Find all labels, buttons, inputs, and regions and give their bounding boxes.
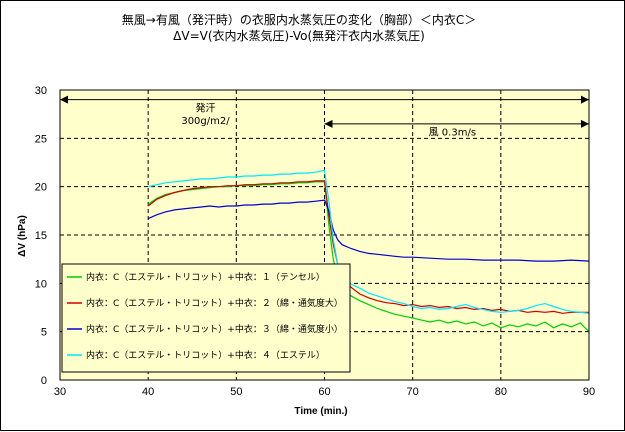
tick-labels: 30 40 50 60 70 80 90 0 5 10 15 20 25 30	[35, 85, 595, 398]
annotation-arrows: 発汗 300g/m2/風 0.3m/s	[60, 95, 589, 138]
series-line-3	[147, 199, 590, 262]
y-tick-label: 20	[35, 182, 47, 194]
arrow-head	[324, 119, 333, 128]
x-tick-label: 60	[318, 386, 330, 398]
arrow-head	[60, 95, 68, 104]
y-tick-label: 30	[35, 85, 47, 97]
annotation-sweat: 発汗	[195, 101, 215, 114]
x-tick-label: 50	[230, 386, 242, 398]
chart-subtitle: ΔV=V(衣内水蒸気圧)-Vo(無発汗衣内水蒸気圧)	[173, 28, 425, 43]
y-tick-label: 25	[35, 133, 47, 145]
y-tick-label: 15	[35, 230, 47, 242]
x-tick-label: 70	[407, 386, 419, 398]
y-axis-label: ΔV (hPa)	[17, 215, 28, 257]
legend-label-3: 内衣：C（エステル・トリコット）+中衣：３（綿・通気度小）	[86, 323, 343, 335]
legend-label-1: 内衣：C（エステル・トリコット）+中衣：１（テンセル）	[86, 271, 325, 283]
series-lines	[147, 169, 590, 333]
plot-border	[59, 89, 590, 381]
arrow-head	[581, 95, 589, 104]
chart-title: 無風→有風（発汗時）の衣服内水蒸気圧の変化（胸部）＜内衣C＞	[122, 12, 476, 27]
legend-label-4: 内衣：C（エステル・トリコット）+中衣：４（エステル）	[86, 349, 325, 361]
y-tick-label: 0	[41, 375, 47, 387]
annotation-wind: 風 0.3m/s	[429, 126, 476, 138]
legend: 内衣：C（エステル・トリコット）+中衣：１（テンセル） 内衣：C（エステル・トリコ…	[61, 263, 351, 373]
series-line-4	[148, 169, 590, 314]
y-tick-label: 5	[41, 327, 47, 339]
legend-label-2: 内衣：C（エステル・トリコット）+中衣：２（綿・通気度大）	[86, 297, 343, 309]
y-tick-label: 10	[35, 278, 47, 290]
annotation-sweat-rate: 300g/m2/	[181, 116, 230, 127]
arrow-head	[581, 119, 589, 128]
legend-box	[61, 263, 351, 373]
x-tick-label: 40	[142, 386, 154, 398]
series-line-1	[147, 181, 590, 333]
x-tick-label: 80	[495, 386, 507, 398]
x-tick-label: 90	[583, 386, 595, 398]
x-tick-label: 30	[54, 386, 66, 398]
x-axis-label: Time (min.)	[294, 406, 347, 417]
